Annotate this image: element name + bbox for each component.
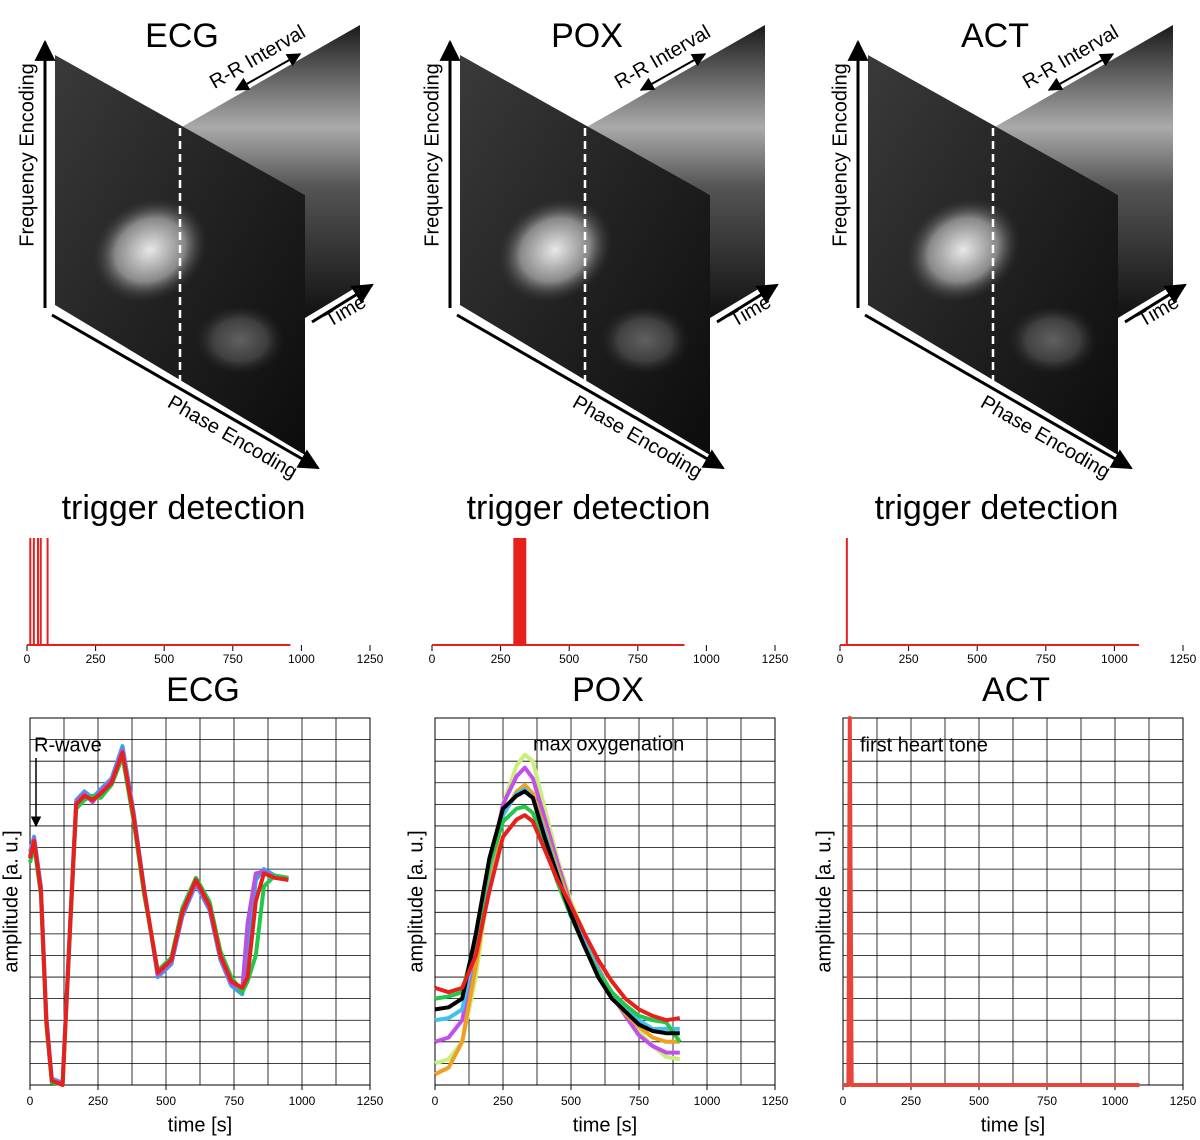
signal-line	[434, 804, 682, 1043]
y-axis-label: amplitude [a. u.]	[405, 830, 427, 972]
x-tick-label: 1250	[1170, 1094, 1197, 1108]
interval-arrow	[1047, 53, 1115, 91]
x-tick-label: 750	[629, 1094, 649, 1108]
x-tick-label: 500	[559, 652, 579, 666]
chart-title: trigger detection	[62, 489, 306, 527]
x-tick-label: 750	[1036, 652, 1056, 666]
x-tick-label: 250	[86, 652, 106, 666]
time-arrow	[1124, 283, 1187, 324]
x-tick-label: 500	[969, 1094, 989, 1108]
interval-arrow	[234, 53, 302, 91]
x-tick-label: 250	[491, 652, 511, 666]
x-tick-label: 1000	[1102, 1094, 1129, 1108]
x-tick-label: 250	[901, 1094, 921, 1108]
y-axis-label: amplitude [a. u.]	[813, 830, 835, 972]
x-tick-label: 1250	[1170, 652, 1197, 666]
x-tick-label: 1000	[1101, 652, 1128, 666]
x-tick-label: 0	[432, 1094, 439, 1108]
frequency-label: Frequency Encoding	[829, 63, 851, 246]
tissue	[195, 305, 285, 375]
time-slice	[993, 25, 1173, 318]
tissue	[600, 305, 690, 375]
signal-line	[28, 750, 289, 1087]
panel-title: ACT	[961, 17, 1029, 55]
chart-title: trigger detection	[467, 489, 711, 527]
panel-title: ECG	[145, 17, 219, 55]
annotation: max oxygenation	[533, 733, 684, 755]
x-tick-label: 1000	[694, 1094, 721, 1108]
time-slice	[585, 25, 765, 318]
tissue	[1008, 305, 1098, 375]
x-tick-label: 250	[899, 652, 919, 666]
x-tick-label: 0	[24, 652, 31, 666]
x-tick-label: 500	[967, 652, 987, 666]
x-tick-label: 1250	[357, 1094, 384, 1108]
chart-title: ACT	[982, 671, 1050, 709]
x-tick-label: 1000	[693, 652, 720, 666]
x-tick-label: 500	[154, 652, 174, 666]
x-tick-label: 750	[1037, 1094, 1057, 1108]
signal-line	[843, 716, 1140, 1087]
annotation: R-wave	[34, 734, 102, 756]
x-tick-label: 250	[88, 1094, 108, 1108]
x-tick-label: 500	[156, 1094, 176, 1108]
chart-title: ECG	[166, 671, 240, 709]
frequency-label: Frequency Encoding	[16, 63, 38, 246]
x-tick-label: 0	[27, 1094, 34, 1108]
x-tick-label: 1250	[762, 652, 789, 666]
x-tick-label: 0	[837, 652, 844, 666]
x-axis-label: time [s]	[981, 1114, 1045, 1136]
x-tick-label: 1000	[288, 652, 315, 666]
x-tick-label: 1250	[762, 1094, 789, 1108]
time-slice	[180, 25, 360, 318]
x-tick-label: 0	[840, 1094, 847, 1108]
annotation: first heart tone	[860, 734, 988, 756]
time-arrow	[716, 283, 779, 324]
interval-arrow	[639, 53, 707, 91]
x-tick-label: 750	[628, 652, 648, 666]
x-axis-label: time [s]	[573, 1114, 637, 1136]
x-tick-label: 750	[224, 1094, 244, 1108]
chart-title: POX	[572, 671, 644, 709]
time-arrow	[311, 283, 374, 324]
signal-line	[434, 813, 681, 1023]
y-axis-label: amplitude [a. u.]	[0, 830, 22, 972]
signal-line	[434, 782, 680, 1077]
x-tick-label: 1250	[357, 652, 384, 666]
frequency-label: Frequency Encoding	[421, 63, 443, 246]
x-tick-label: 500	[561, 1094, 581, 1108]
signal-line	[434, 789, 680, 1036]
chart-title: trigger detection	[875, 489, 1119, 527]
x-tick-label: 750	[223, 652, 243, 666]
x-tick-label: 0	[429, 652, 436, 666]
phase-arrow	[864, 313, 1133, 470]
x-tick-label: 250	[493, 1094, 513, 1108]
x-tick-label: 1000	[289, 1094, 316, 1108]
phase-arrow	[456, 313, 725, 470]
x-axis-label: time [s]	[168, 1114, 232, 1136]
panel-title: POX	[551, 17, 623, 55]
phase-arrow	[51, 313, 320, 470]
